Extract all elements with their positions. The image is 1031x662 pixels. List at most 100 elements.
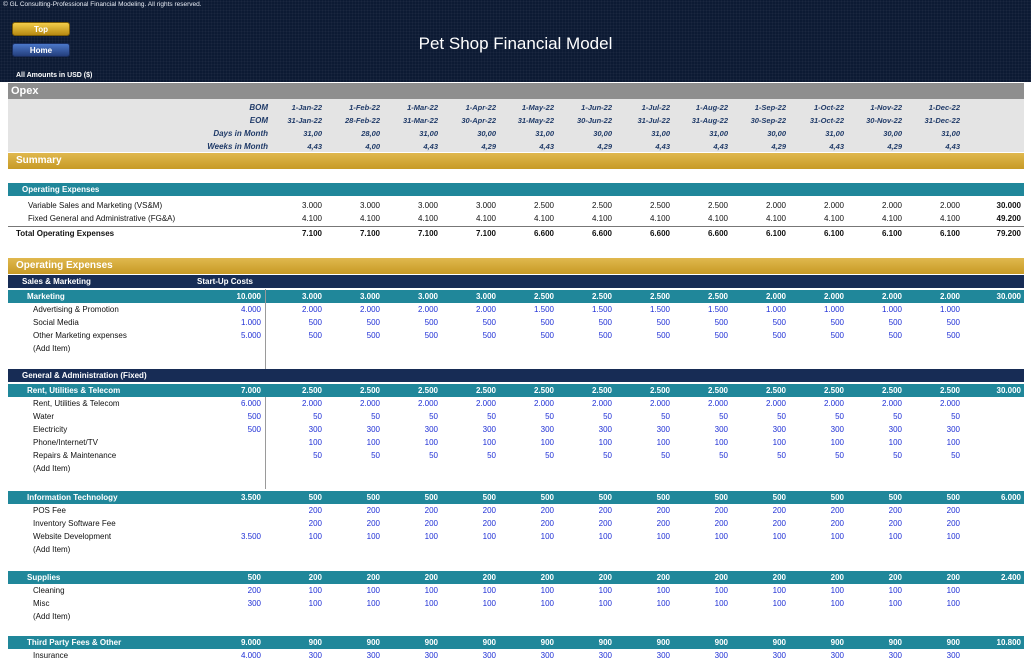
value-cell: 100 [540, 532, 554, 541]
value-cell: 100 [540, 599, 554, 608]
value-cell: 500 [308, 493, 322, 502]
date-cell: 31-Mar-22 [402, 116, 438, 125]
startup-total: 10.000 [236, 292, 261, 301]
value-cell: 100 [656, 586, 670, 595]
value-cell: 1.500 [649, 305, 670, 314]
category-label: Rent, Utilities & Telecom [27, 386, 121, 395]
value-cell: 50 [313, 451, 322, 460]
date-cell: 1-Feb-22 [349, 103, 380, 112]
date-cell: 31-Aug-22 [691, 116, 728, 125]
value-cell: 900 [946, 638, 960, 647]
value-cell: 100 [946, 599, 960, 608]
value-cell: 50 [371, 451, 380, 460]
summary-opex-header: Operating Expenses [8, 183, 1024, 196]
line-item-row: Repairs & Maintenance 50 50 50 50 50 50 50 50 50 5… [8, 449, 1024, 462]
value-cell: 2.500 [533, 292, 554, 301]
value-cell: 50 [429, 451, 438, 460]
value-cell: 200 [308, 519, 322, 528]
value-cell: 500 [540, 318, 554, 327]
category-label: Information Technology [27, 493, 118, 502]
eom-label: EOM [249, 116, 268, 125]
startup-cell: 1.000 [240, 318, 261, 327]
value-cell: 3.000 [359, 201, 380, 210]
category-label: Marketing [27, 292, 65, 301]
home-button[interactable]: Home [12, 43, 70, 57]
value-cell: 200 [830, 573, 844, 582]
add-item-link[interactable]: (Add Item) [33, 344, 71, 353]
add-item-row: (Add Item) [8, 342, 1024, 355]
value-cell: 300 [714, 651, 728, 660]
value-cell: 300 [946, 425, 960, 434]
value-cell: 500 [888, 331, 902, 340]
value-cell: 500 [424, 318, 438, 327]
value-cell: 6.600 [649, 229, 670, 238]
value-cell: 2.500 [475, 386, 496, 395]
value-cell: 500 [598, 331, 612, 340]
date-cell: 4,43 [307, 142, 322, 151]
value-cell: 200 [714, 573, 728, 582]
item-label: Social Media [33, 318, 79, 327]
value-cell: 50 [487, 451, 496, 460]
value-cell: 200 [714, 506, 728, 515]
value-cell: 100 [946, 586, 960, 595]
add-item-link[interactable]: (Add Item) [33, 545, 71, 554]
value-cell: 300 [714, 425, 728, 434]
value-cell: 50 [661, 451, 670, 460]
value-cell: 50 [951, 412, 960, 421]
days-label: Days in Month [213, 129, 268, 138]
value-cell: 2.500 [359, 386, 380, 395]
date-cell: 4,29 [481, 142, 496, 151]
item-label: Misc [33, 599, 50, 608]
value-cell: 200 [830, 519, 844, 528]
value-cell: 2.000 [475, 305, 496, 314]
value-cell: 50 [777, 451, 786, 460]
top-button[interactable]: Top [12, 22, 70, 36]
currency-note: All Amounts in USD ($) [16, 72, 93, 79]
value-cell: 300 [772, 651, 786, 660]
value-cell: 200 [598, 519, 612, 528]
value-cell: 900 [540, 638, 554, 647]
value-cell: 100 [598, 532, 612, 541]
value-cell: 2.000 [591, 399, 612, 408]
date-cell: 30-Nov-22 [866, 116, 902, 125]
startup-cell: 4.000 [240, 305, 261, 314]
value-cell: 500 [714, 318, 728, 327]
value-cell: 500 [656, 318, 670, 327]
value-cell: 300 [482, 425, 496, 434]
value-cell: 200 [424, 519, 438, 528]
item-label: Advertising & Promotion [33, 305, 119, 314]
value-cell: 2.500 [591, 292, 612, 301]
date-cell: 4,00 [365, 142, 380, 151]
value-cell: 7.100 [475, 229, 496, 238]
value-cell: 3.000 [417, 292, 438, 301]
value-cell: 50 [893, 451, 902, 460]
value-cell: 4.100 [591, 214, 612, 223]
value-cell: 50 [545, 451, 554, 460]
value-cell: 500 [714, 331, 728, 340]
value-cell: 200 [772, 519, 786, 528]
value-cell: 3.000 [359, 292, 380, 301]
startup-cell: 4.000 [240, 651, 261, 660]
value-cell: 100 [482, 599, 496, 608]
value-cell: 4.100 [765, 214, 786, 223]
date-cell: 1-Dec-22 [928, 103, 960, 112]
value-cell: 200 [656, 573, 670, 582]
date-cell: 31,00 [535, 129, 554, 138]
value-cell: 50 [719, 451, 728, 460]
value-cell: 500 [946, 318, 960, 327]
value-cell: 100 [366, 586, 380, 595]
value-cell: 100 [540, 438, 554, 447]
value-cell: 100 [656, 438, 670, 447]
value-cell: 500 [366, 331, 380, 340]
value-cell: 2.000 [881, 292, 902, 301]
add-item-link[interactable]: (Add Item) [33, 612, 71, 621]
add-item-row: (Add Item) [8, 543, 1024, 556]
value-cell: 900 [656, 638, 670, 647]
value-cell: 500 [424, 331, 438, 340]
value-cell: 4.100 [649, 214, 670, 223]
add-item-link[interactable]: (Add Item) [33, 464, 71, 473]
startup-cell: 5.000 [240, 331, 261, 340]
value-cell: 2.500 [649, 292, 670, 301]
startup-cell: 200 [247, 586, 261, 595]
value-cell: 200 [888, 573, 902, 582]
